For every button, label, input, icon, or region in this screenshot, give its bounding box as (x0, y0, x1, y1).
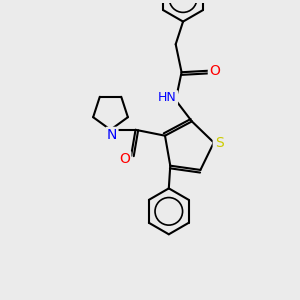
Text: N: N (107, 128, 117, 142)
Text: O: O (119, 152, 130, 166)
Text: S: S (215, 136, 224, 150)
Text: HN: HN (158, 91, 177, 104)
Text: S: S (215, 136, 224, 150)
Text: O: O (209, 64, 220, 78)
